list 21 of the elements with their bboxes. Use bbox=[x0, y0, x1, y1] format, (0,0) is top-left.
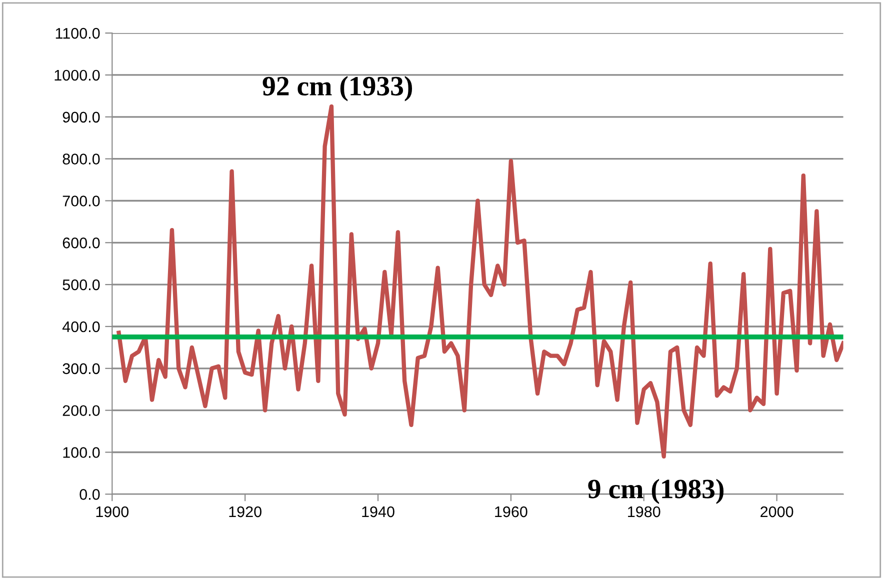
annotation: 9 cm (1983) bbox=[588, 478, 724, 504]
y-tick-label: 500.0 bbox=[62, 279, 100, 290]
y-tick-label: 900.0 bbox=[62, 112, 100, 123]
x-tick-label: 2000 bbox=[760, 506, 794, 518]
y-tick-label: 600.0 bbox=[62, 238, 100, 248]
y-tick-label: 200.0 bbox=[62, 405, 100, 416]
x-tick-label: 1920 bbox=[229, 506, 262, 518]
y-tick-label: 400.0 bbox=[62, 321, 100, 332]
y-tick-label: 100.0 bbox=[63, 447, 100, 458]
y-tick-label: 1100.0 bbox=[56, 28, 100, 39]
x-tick-label: 1900 bbox=[96, 506, 129, 518]
y-tick-label: 300.0 bbox=[62, 363, 100, 374]
y-tick-label: 700.0 bbox=[62, 196, 100, 206]
x-tick-label: 1980 bbox=[628, 506, 660, 518]
line-series bbox=[116, 104, 844, 459]
y-tick-label: 0.0 bbox=[80, 489, 100, 500]
y-tick-label: 1000.0 bbox=[54, 70, 100, 81]
y-tick-label: 800.0 bbox=[62, 154, 100, 164]
x-tick-label: 1940 bbox=[362, 506, 394, 518]
annotation: 92 cm (1933) bbox=[262, 76, 412, 102]
x-tick-label: 1960 bbox=[495, 506, 528, 518]
